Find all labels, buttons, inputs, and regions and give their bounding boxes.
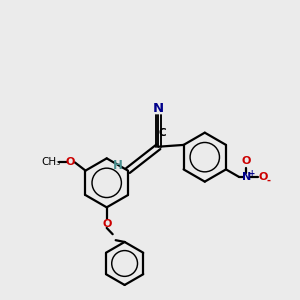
- Text: C: C: [159, 128, 166, 138]
- Text: -: -: [266, 176, 271, 186]
- Text: N: N: [153, 102, 164, 115]
- Text: O: O: [102, 219, 111, 230]
- Text: O: O: [259, 172, 268, 182]
- Text: O: O: [66, 158, 75, 167]
- Text: +: +: [249, 169, 255, 178]
- Text: CH₃: CH₃: [42, 158, 61, 167]
- Text: N: N: [242, 172, 251, 182]
- Text: O: O: [242, 156, 251, 166]
- Text: H: H: [112, 159, 122, 172]
